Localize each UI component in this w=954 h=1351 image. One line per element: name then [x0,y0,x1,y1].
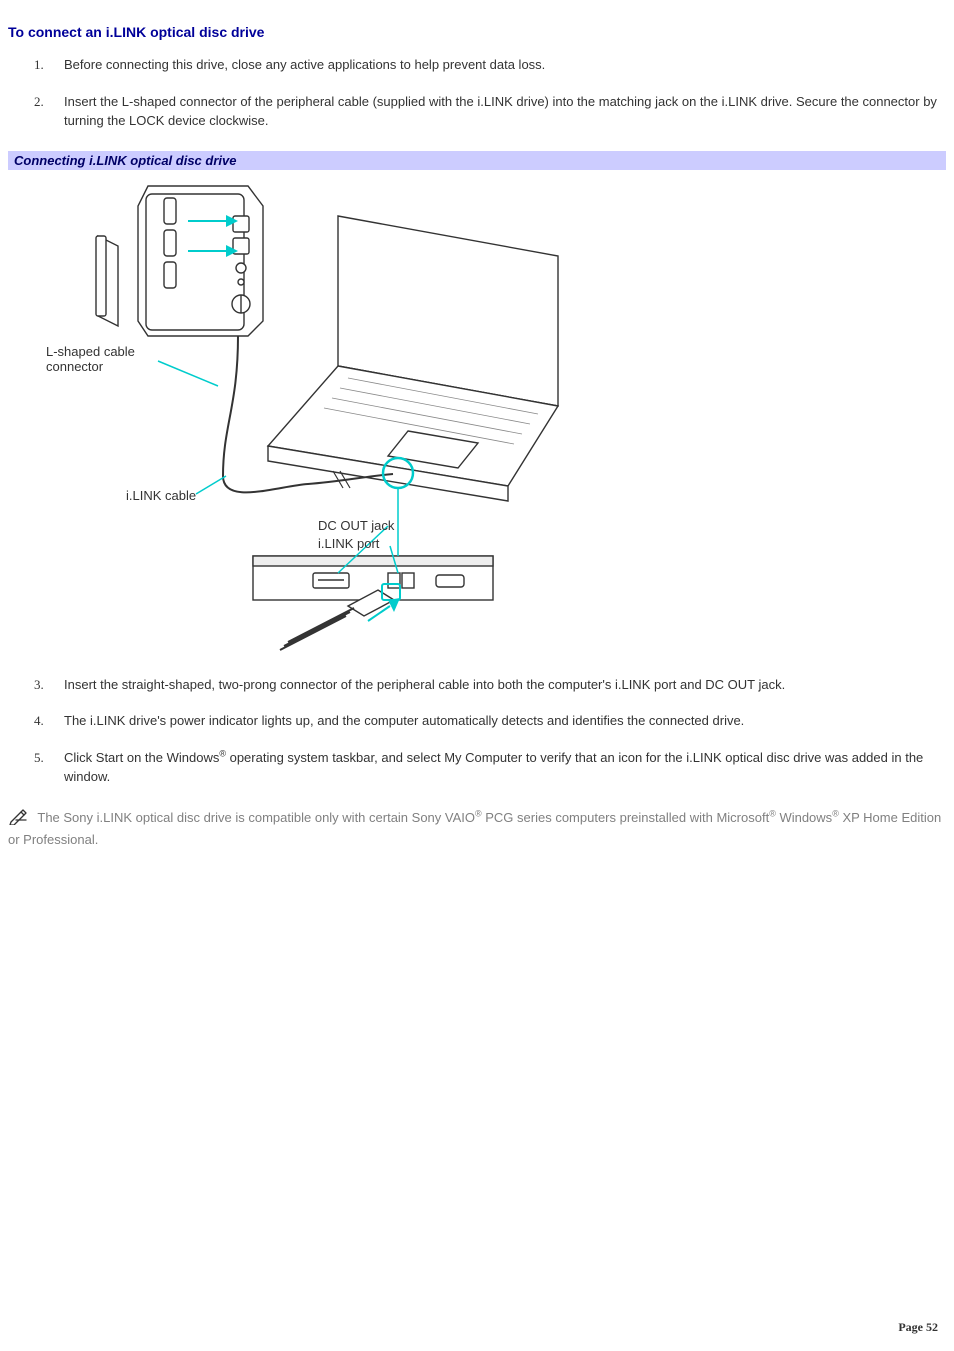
label-ilink-cable: i.LINK cable [126,488,196,503]
note-part-b: PCG series computers preinstalled with M… [482,810,770,825]
note-part-c: Windows [776,810,832,825]
step-5: Click Start on the Windows® operating sy… [28,749,946,787]
step-1: Before connecting this drive, close any … [28,56,946,75]
step-5-part-a: Click Start on the Windows [64,750,219,765]
steps-list-top: Before connecting this drive, close any … [28,56,946,131]
step-4: The i.LINK drive's power indicator light… [28,712,946,731]
reg-mark: ® [769,809,776,819]
figure-caption: Connecting i.LINK optical disc drive [8,151,946,170]
reg-mark: ® [475,809,482,819]
step-2: Insert the L-shaped connector of the per… [28,93,946,131]
document-page: To connect an i.LINK optical disc drive … [0,0,954,1351]
label-lshaped-connector: L-shaped cable connector [46,344,135,374]
page-number: Page 52 [898,1320,938,1335]
page-title: To connect an i.LINK optical disc drive [8,24,946,40]
note-part-a: The Sony i.LINK optical disc drive is co… [34,810,475,825]
note-icon [8,807,30,831]
figure-diagram: L-shaped cable connector i.LINK cable DC… [38,176,598,656]
step-3: Insert the straight-shaped, two-prong co… [28,676,946,695]
reg-mark: ® [219,749,226,759]
label-ilink-port: i.LINK port [318,536,379,551]
note: The Sony i.LINK optical disc drive is co… [8,807,946,850]
reg-mark: ® [832,809,839,819]
label-dc-out-jack: DC OUT jack [318,518,394,533]
steps-list-bottom: Insert the straight-shaped, two-prong co… [28,676,946,787]
diagram-svg [38,176,598,656]
